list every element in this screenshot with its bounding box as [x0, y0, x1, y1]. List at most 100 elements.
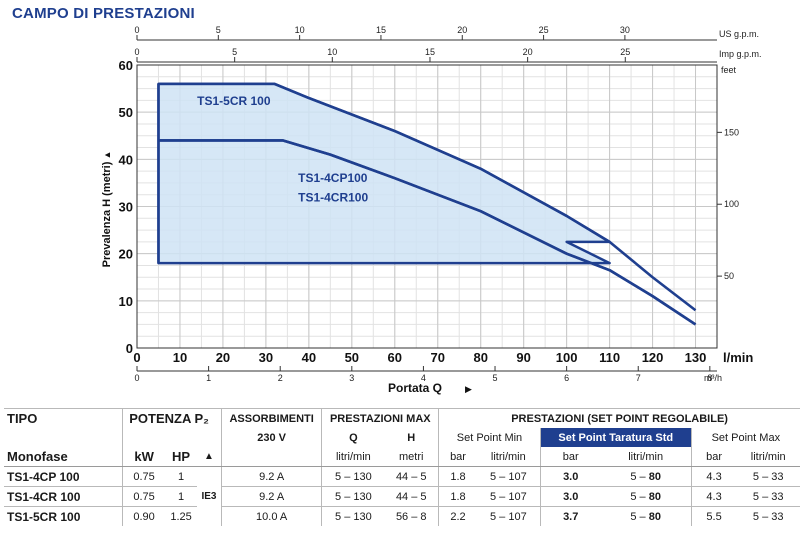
x-tick-label: 20 [216, 350, 230, 365]
plot-frame [136, 64, 718, 349]
std-q-end: 80 [648, 490, 661, 503]
std-q-start: 5 – [630, 470, 649, 483]
unit-min-bar: bar [438, 447, 477, 467]
feet-label: feet [721, 65, 737, 75]
m3h-tick-label: 4 [421, 373, 426, 383]
min-bar: 2.2 [438, 506, 477, 526]
series-line-1 [158, 82, 697, 312]
x-tick-label: 130 [685, 350, 707, 365]
header-monofase: Monofase [4, 447, 123, 467]
h-range: 56 – 8 [395, 510, 427, 523]
x-axis-title: Portata Q [388, 381, 442, 395]
feet-tick-label: 150 [724, 127, 739, 137]
y-tick-label: 50 [119, 105, 133, 120]
us-gpm-label: US g.p.m. [719, 29, 759, 39]
table-row: TS1-5CR 100 0.90 1.25 10.0 A 5 – 130 56 … [4, 506, 800, 526]
m3h-label: m³/h [704, 373, 722, 383]
feet-tick-label: 100 [724, 199, 739, 209]
header-set-point-std: Set Point Taratura Std [539, 428, 692, 447]
min-q: 5 – 107 [476, 486, 541, 507]
y-tick-label: 20 [119, 247, 133, 262]
x-tick-label: 0 [133, 350, 140, 365]
unit-q: litri/min [321, 447, 385, 467]
m3h-tick-label: 2 [278, 373, 283, 383]
max-bar: 4.3 [690, 486, 737, 507]
kw-value: 0.90 [122, 506, 165, 526]
x-tick-label: 30 [259, 350, 273, 365]
y-tick-label: 60 [119, 58, 133, 73]
imp-gpm-label: Imp g.p.m. [719, 49, 762, 59]
m3h-tick-label: 7 [636, 373, 641, 383]
amp-value: 10.0 A [220, 506, 322, 526]
header-assorbimenti: ASSORBIMENTI [220, 408, 322, 428]
q-range: 5 – 130 [321, 506, 385, 526]
us-gpm-tick-label: 30 [620, 25, 630, 35]
min-bar: 1.8 [438, 486, 477, 507]
imp-gpm-tick-label: 20 [523, 47, 533, 57]
max-q: 5 – 33 [752, 510, 784, 523]
y-axis-arrow-icon: ▲ [102, 151, 112, 160]
m3h-tick-label: 5 [493, 373, 498, 383]
imp-gpm-tick-label: 10 [327, 47, 337, 57]
kw-value: 0.75 [122, 486, 165, 507]
y-axis-title: Prevalenza H (metri) [101, 161, 113, 267]
imp-gpm-tick-label: 0 [134, 47, 139, 57]
std-bar: 3.7 [539, 506, 601, 526]
std-bar: 3.0 [539, 486, 601, 507]
unit-max-bar: bar [690, 447, 737, 467]
model-name: TS1-4CR 100 [4, 486, 123, 507]
hp-value: 1.25 [170, 510, 192, 523]
min-q: 5 – 107 [489, 510, 527, 523]
header-tipo: TIPO [4, 408, 123, 428]
min-q: 5 – 107 [476, 466, 541, 487]
amp-value: 9.2 A [220, 486, 322, 507]
feet-tick-label: 50 [724, 271, 734, 281]
header-h: H [407, 431, 416, 444]
std-q-start: 5 – [630, 490, 649, 503]
unit-std-bar: bar [539, 447, 601, 467]
us-gpm-tick-label: 10 [295, 25, 305, 35]
header-kw: kW [122, 447, 165, 467]
us-gpm-tick-label: 25 [539, 25, 549, 35]
x-tick-label: 100 [556, 350, 578, 365]
series-line-3 [158, 139, 697, 326]
header-potenza: POTENZA P₂ [122, 408, 222, 428]
unit-min-q: litri/min [476, 447, 541, 467]
x-tick-label: 110 [599, 350, 620, 365]
y-tick-label: 40 [119, 152, 133, 167]
hp-value: 1 [164, 486, 198, 507]
max-q: 5 – 33 [736, 466, 800, 487]
performance-table: TIPO POTENZA P₂ ASSORBIMENTI PRESTAZIONI… [4, 408, 800, 526]
y-tick-label: 30 [119, 200, 133, 215]
m3h-tick-label: 6 [564, 373, 569, 383]
table-row: TS1-4CP 100 0.75 1 IE3 9.2 A 5 – 130 44 … [4, 466, 800, 502]
model-name: TS1-5CR 100 [7, 509, 81, 524]
std-q-end: 80 [648, 510, 661, 523]
unit-max-q: litri/min [736, 447, 800, 467]
x-unit-label: l/min [723, 350, 753, 365]
page-title: CAMPO DI PRESTAZIONI [12, 5, 195, 22]
m3h-tick-label: 3 [349, 373, 354, 383]
unit-h: metri [384, 447, 439, 467]
q-range: 5 – 130 [321, 466, 385, 487]
us-gpm-tick-label: 15 [376, 25, 386, 35]
header-set-point-max: Set Point Max [690, 428, 800, 447]
max-bar: 4.3 [690, 466, 737, 487]
us-gpm-tick-label: 0 [134, 25, 139, 35]
us-gpm-tick-label: 20 [457, 25, 467, 35]
header-230v: 230 V [220, 428, 322, 447]
h-range: 44 – 5 [384, 486, 439, 507]
min-bar: 1.8 [438, 466, 477, 487]
unit-std-q: litri/min [600, 447, 692, 467]
up-arrow-icon: ▲ [197, 447, 222, 467]
max-bar: 5.5 [690, 506, 737, 526]
y-tick-label: 10 [119, 294, 133, 309]
header-q: Q [321, 428, 385, 447]
imp-gpm-tick-label: 25 [620, 47, 630, 57]
us-gpm-tick-label: 5 [216, 25, 221, 35]
header-prestazioni-max: PRESTAZIONI MAX [321, 408, 439, 428]
header-prestazioni-set-point: PRESTAZIONI (SET POINT REGOLABILE) [438, 408, 800, 428]
x-tick-label: 80 [473, 350, 487, 365]
h-range: 44 – 5 [384, 466, 439, 487]
m3h-tick-label: 1 [206, 373, 211, 383]
